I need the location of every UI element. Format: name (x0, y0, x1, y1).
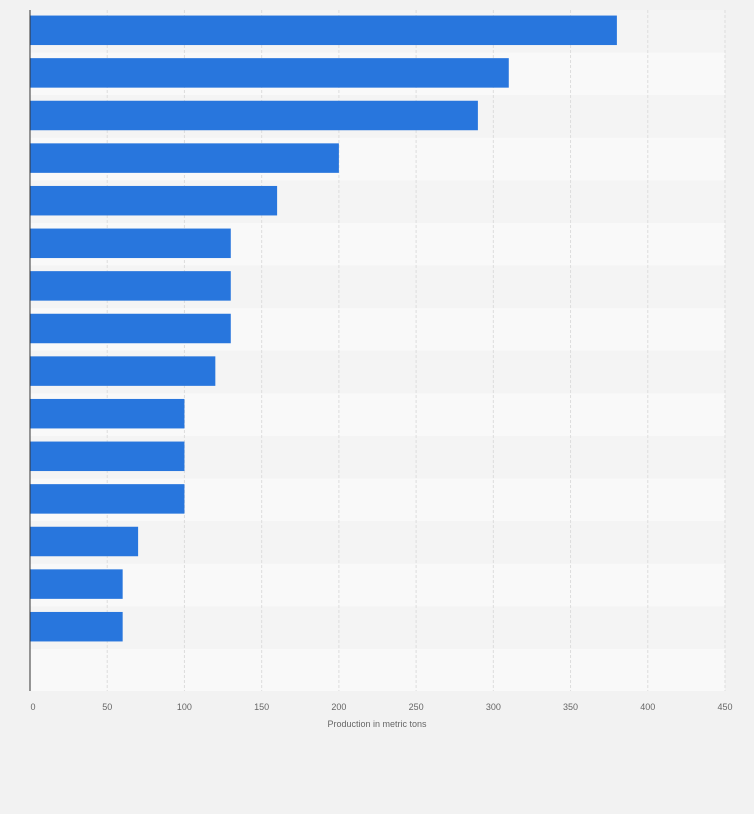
grid-lines (106, 10, 726, 691)
bar (30, 398, 185, 429)
row-band (30, 649, 725, 691)
x-tick-label: 0 (30, 702, 35, 712)
bar (30, 441, 185, 472)
bar (30, 228, 231, 259)
x-tick-labels: 0 50 100 150 200 250 300 350 400 450 (30, 702, 732, 712)
bar (30, 356, 216, 386)
bar (30, 526, 139, 557)
x-tick-label: 150 (254, 702, 269, 712)
bar (30, 271, 231, 301)
x-tick-label: 50 (102, 702, 112, 712)
x-tick-label: 300 (486, 702, 501, 712)
bar (30, 58, 509, 88)
bar (30, 100, 478, 131)
bar (30, 185, 278, 216)
bar (30, 313, 231, 344)
x-tick-label: 250 (409, 702, 424, 712)
x-tick-label: 200 (331, 702, 346, 712)
x-tick-label: 100 (177, 702, 192, 712)
x-tick-label: 400 (640, 702, 655, 712)
bar (30, 15, 617, 46)
x-axis-label: Production in metric tons (327, 719, 427, 729)
bar (30, 484, 185, 514)
row-band (30, 521, 725, 564)
row-band (30, 563, 725, 607)
x-tick-label: 450 (717, 702, 732, 712)
row-band (30, 606, 725, 649)
bar (30, 143, 339, 173)
bar (30, 569, 123, 599)
bars (30, 15, 617, 642)
bar (30, 611, 123, 642)
x-tick-label: 350 (563, 702, 578, 712)
